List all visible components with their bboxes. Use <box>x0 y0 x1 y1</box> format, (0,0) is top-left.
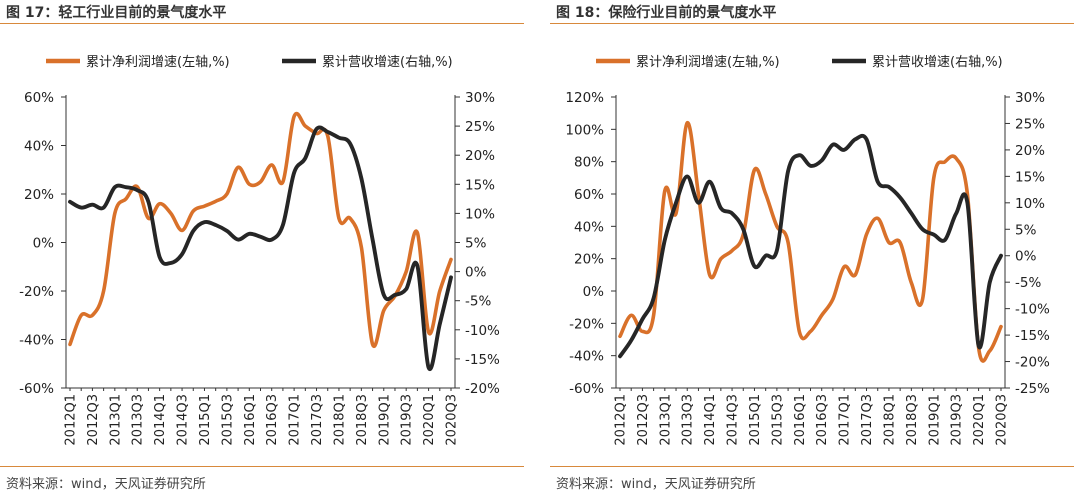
right-tick-label: 10% <box>465 206 495 222</box>
left-tick-label: 120% <box>565 90 604 106</box>
right-tick-label: -25% <box>1015 381 1050 397</box>
left-tick-label: 80% <box>574 155 604 171</box>
right-tick-label: 0% <box>465 265 487 281</box>
line-chart-2: 累计净利润增速(左轴,%) 累计营收增速(右轴,%) 120% 100% 80% 60% 4… <box>565 55 1050 446</box>
x-tick-label: 2015Q1 <box>748 394 763 446</box>
x-tick-label: 2012Q3 <box>636 394 651 446</box>
legend-label: 累计营收增速(右轴,%) <box>322 55 453 70</box>
x-tick-label: 2018Q3 <box>905 394 920 446</box>
x-tick-label: 2020Q3 <box>995 394 1010 446</box>
left-tick-label: -40% <box>19 333 54 349</box>
left-tick-label: -60% <box>569 381 604 397</box>
x-tick-label: 2014Q1 <box>703 394 718 446</box>
left-tick-label: -40% <box>569 349 604 365</box>
left-tick-label: 60% <box>574 187 604 203</box>
right-tick-label: 30% <box>1015 90 1045 106</box>
bottom-divider <box>0 466 524 467</box>
profit-growth-line <box>68 111 453 349</box>
x-tick-label: 2020Q1 <box>972 394 987 446</box>
right-tick-label: 15% <box>1015 169 1045 185</box>
x-tick-label: 2014Q3 <box>726 394 741 446</box>
left-tick-label: 20% <box>24 187 54 203</box>
line-chart-1: 累计净利润增速(左轴,%) 累计营收增速(右轴,%) 60% 40% 20% 0% -20%… <box>19 55 500 446</box>
right-tick-label: 5% <box>1015 222 1037 238</box>
left-tick-label: 60% <box>24 90 54 106</box>
legend-label: 累计净利润增速(左轴,%) <box>86 55 230 70</box>
right-tick-label: -10% <box>465 323 500 339</box>
x-tick-label: 2020Q3 <box>445 394 460 446</box>
x-tick-label: 2019Q1 <box>927 394 942 446</box>
chart-panel-1: 图 17：轻工行业目前的景气度水平 累计净利润增速(左轴,%) 累计营收增速(右轴… <box>0 0 530 494</box>
x-tick-label: 2019Q3 <box>400 394 415 446</box>
x-tick-label: 2017Q1 <box>838 394 853 446</box>
legend: 累计净利润增速(左轴,%) 累计营收增速(右轴,%) <box>596 55 1003 70</box>
left-tick-label: 0% <box>583 284 605 300</box>
profit-growth-line <box>618 121 1003 363</box>
left-tick-label: -60% <box>19 381 54 397</box>
top-divider <box>550 23 1074 24</box>
right-tick-label: -20% <box>465 381 500 397</box>
source-note: 资料来源：wind，天风证券研究所 <box>556 477 756 492</box>
x-tick-label: 2016Q1 <box>243 394 258 446</box>
x-tick-label: 2017Q3 <box>310 394 325 446</box>
x-tick-label: 2015Q3 <box>220 394 235 446</box>
right-tick-label: 10% <box>1015 196 1045 212</box>
bottom-divider <box>550 466 1074 467</box>
right-tick-label: -5% <box>465 294 491 310</box>
right-tick-label: -10% <box>1015 302 1050 318</box>
x-tick-label: 2013Q1 <box>658 394 673 446</box>
figure-title: 图 18：保险行业目前的景气度水平 <box>556 5 777 21</box>
x-tick-label: 2018Q1 <box>332 394 347 446</box>
right-tick-label: 5% <box>465 236 487 252</box>
x-tick-label: 2014Q3 <box>176 394 191 446</box>
left-tick-label: 100% <box>565 122 604 138</box>
x-tick-label: 2012Q1 <box>64 394 79 446</box>
figure-title: 图 17：轻工行业目前的景气度水平 <box>6 5 227 21</box>
x-tick-label: 2019Q3 <box>950 394 965 446</box>
x-tick-label: 2017Q3 <box>860 394 875 446</box>
x-tick-label: 2015Q3 <box>770 394 785 446</box>
revenue-growth-line <box>68 125 453 372</box>
x-tick-label: 2017Q1 <box>288 394 303 446</box>
right-tick-label: -15% <box>1015 328 1050 344</box>
revenue-growth-line <box>618 133 1003 359</box>
right-tick-label: 25% <box>1015 116 1045 132</box>
legend-label: 累计净利润增速(左轴,%) <box>636 55 780 70</box>
x-tick-label: 2014Q1 <box>153 394 168 446</box>
x-tick-label: 2013Q3 <box>131 394 146 446</box>
x-tick-label: 2012Q1 <box>614 394 629 446</box>
legend-label: 累计营收增速(右轴,%) <box>872 55 1003 70</box>
right-tick-label: 30% <box>465 90 495 106</box>
x-tick-label: 2013Q1 <box>108 394 123 446</box>
x-tick-label: 2019Q1 <box>377 394 392 446</box>
x-tick-label: 2020Q1 <box>422 394 437 446</box>
left-tick-label: -20% <box>569 316 604 332</box>
x-tick-label: 2013Q3 <box>681 394 696 446</box>
right-tick-label: 0% <box>1015 249 1037 265</box>
right-tick-label: -15% <box>465 352 500 368</box>
right-tick-label: 20% <box>1015 143 1045 159</box>
right-tick-label: 20% <box>465 148 495 164</box>
x-tick-label: 2016Q3 <box>265 394 280 446</box>
source-note: 资料来源：wind，天风证券研究所 <box>6 477 206 492</box>
left-tick-label: 0% <box>33 236 55 252</box>
x-tick-label: 2016Q3 <box>815 394 830 446</box>
left-tick-label: 40% <box>24 139 54 155</box>
right-tick-label: 25% <box>465 119 495 135</box>
left-tick-label: 20% <box>574 252 604 268</box>
left-tick-label: -20% <box>19 284 54 300</box>
right-tick-label: 15% <box>465 177 495 193</box>
x-tick-label: 2016Q1 <box>793 394 808 446</box>
top-divider <box>0 23 524 24</box>
x-tick-label: 2012Q3 <box>86 394 101 446</box>
left-tick-label: 40% <box>574 219 604 235</box>
right-tick-label: -20% <box>1015 355 1050 371</box>
x-tick-label: 2018Q1 <box>882 394 897 446</box>
x-tick-label: 2015Q1 <box>198 394 213 446</box>
x-tick-label: 2018Q3 <box>355 394 370 446</box>
chart-panel-2: 图 18：保险行业目前的景气度水平 累计净利润增速(左轴,%) 累计营收增速(右轴… <box>550 0 1080 494</box>
legend: 累计净利润增速(左轴,%) 累计营收增速(右轴,%) <box>46 55 453 70</box>
right-tick-label: -5% <box>1015 275 1041 291</box>
